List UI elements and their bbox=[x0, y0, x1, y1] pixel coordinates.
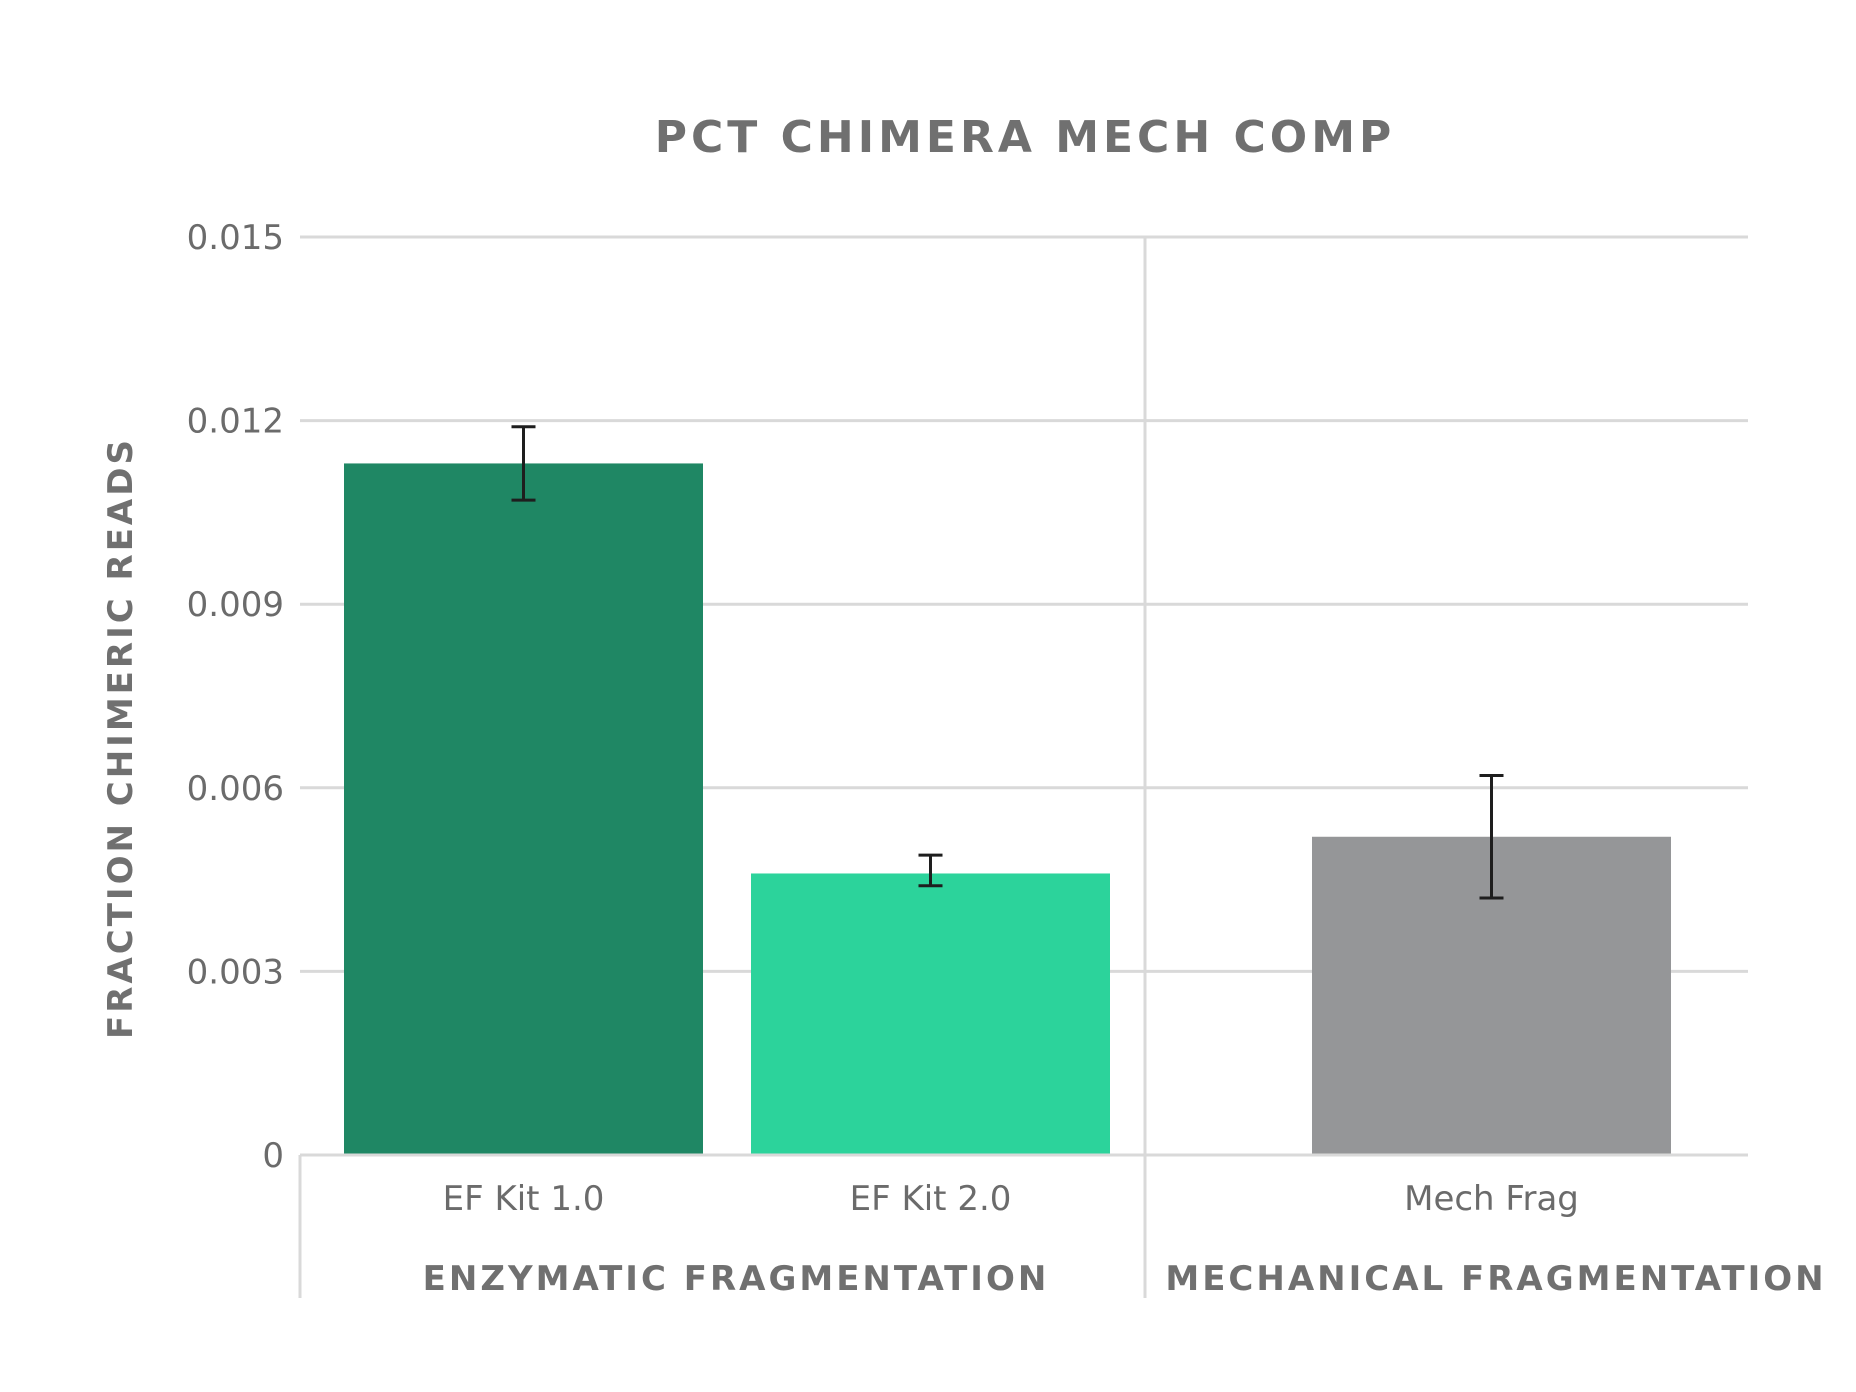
bar-ef-kit-1-0 bbox=[344, 463, 703, 1155]
x-axis-categories: EF Kit 1.0 EF Kit 2.0 Mech Frag bbox=[443, 1179, 1579, 1219]
y-axis-ticks: 0 0.003 0.006 0.009 0.012 0.015 bbox=[187, 218, 284, 1176]
x-axis-groups: ENZYMATIC FRAGMENTATION MECHANICAL FRAGME… bbox=[423, 1259, 1826, 1299]
bar-ef-kit-2-0 bbox=[751, 873, 1110, 1155]
y-tick-label-0.012: 0.012 bbox=[187, 402, 284, 442]
x-category-label-ef-kit-1-0: EF Kit 1.0 bbox=[443, 1179, 605, 1219]
y-tick-label-0.015: 0.015 bbox=[187, 218, 284, 258]
y-tick-label-0.006: 0.006 bbox=[187, 769, 284, 809]
error-bar-ef-kit-1-0 bbox=[511, 425, 536, 502]
x-category-label-ef-kit-2-0: EF Kit 2.0 bbox=[850, 1179, 1012, 1219]
chart-title: PCT CHIMERA MECH COMP bbox=[655, 112, 1395, 163]
group-label-enzymatic-fragmentation: ENZYMATIC FRAGMENTATION bbox=[423, 1259, 1050, 1299]
y-tick-label-0.003: 0.003 bbox=[187, 952, 284, 992]
error-bars bbox=[511, 425, 1504, 900]
error-bar-ef-kit-2-0 bbox=[918, 853, 943, 888]
x-category-label-mech-frag: Mech Frag bbox=[1404, 1179, 1579, 1219]
error-bar-mech-frag bbox=[1479, 774, 1504, 900]
y-tick-label-0.009: 0.009 bbox=[187, 585, 284, 625]
y-tick-label-0: 0 bbox=[262, 1136, 284, 1176]
bars bbox=[344, 463, 1671, 1155]
axes bbox=[298, 237, 1748, 1298]
y-axis-label: FRACTION CHIMERIC READS bbox=[101, 437, 141, 1039]
group-label-mechanical-fragmentation: MECHANICAL FRAGMENTATION bbox=[1165, 1259, 1826, 1299]
